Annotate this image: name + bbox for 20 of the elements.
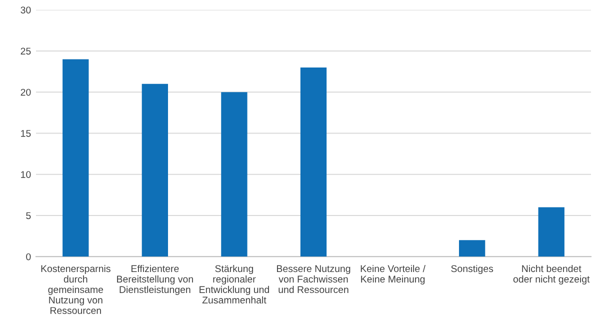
bar xyxy=(62,59,89,257)
bar xyxy=(300,67,327,257)
x-tick-label: Sonstiges xyxy=(451,264,494,274)
y-tick-label: 20 xyxy=(20,88,31,96)
bar xyxy=(458,240,486,257)
x-tick-label: Kostenersparnis durch gemeinsame Nutzung von Ressourcen xyxy=(41,264,110,314)
bar xyxy=(142,84,168,257)
y-tick-label: 25 xyxy=(20,48,31,55)
y-tick-label: 10 xyxy=(21,171,31,178)
y-tick-label: 0 xyxy=(26,253,31,260)
x-tick-label: Nicht beendet oder nicht gezeigt xyxy=(513,264,590,284)
bar xyxy=(221,92,248,257)
x-tick-label: Keine Vorteile / Keine Meinung xyxy=(360,264,426,284)
x-tick-label: Effizientere Bereitstellung von Dienstleistungen xyxy=(117,264,193,295)
bar xyxy=(538,207,564,257)
x-tick-label: Stärkung regionaler Entwicklung und Zusammenhalt xyxy=(200,264,269,304)
x-tick-label: Bessere Nutzung von Fachwissen und Ressourcen xyxy=(277,265,350,294)
y-tick-label: 30 xyxy=(20,6,31,14)
y-tick-label: 5 xyxy=(26,212,31,220)
y-tick-label: 15 xyxy=(21,130,31,137)
